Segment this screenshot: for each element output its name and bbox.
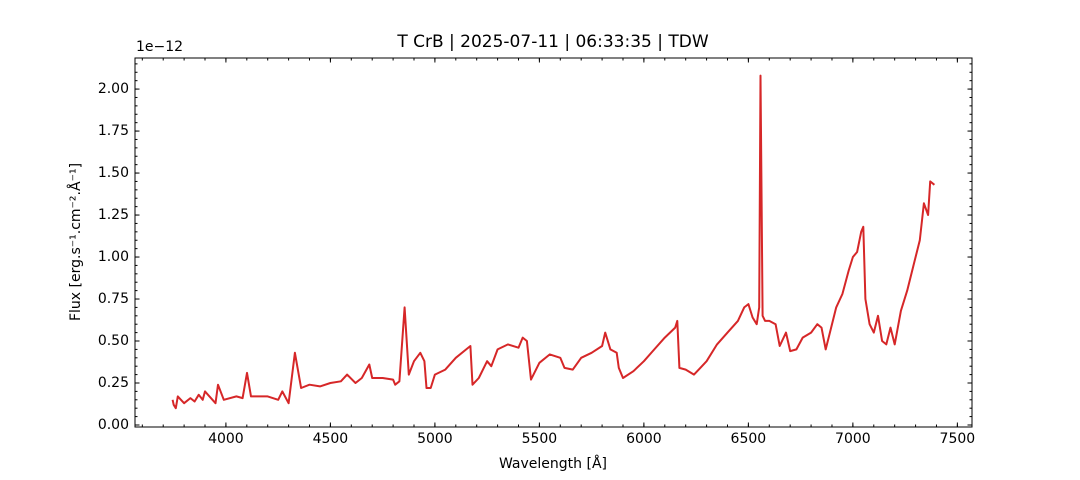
y-tick-label: 2.00 <box>98 81 129 97</box>
y-tick-label: 0.25 <box>98 375 129 391</box>
chart-title: T CrB | 2025-07-11 | 06:33:35 | TDW <box>396 32 709 52</box>
x-axis-label: Wavelength [Å] <box>499 455 607 472</box>
x-tick-label: 5000 <box>417 431 453 447</box>
x-tick-label: 4000 <box>208 431 244 447</box>
x-tick-label: 4500 <box>313 431 349 447</box>
plot-frame <box>134 57 973 428</box>
y-tick-label: 1.00 <box>98 249 129 265</box>
y-tick-label: 1.25 <box>98 207 129 223</box>
y-axis-label: Flux [erg.s⁻¹.cm⁻².Å⁻¹] <box>67 163 84 321</box>
y-tick-label: 0.75 <box>98 291 129 307</box>
y-tick-label: 0.50 <box>98 333 129 349</box>
y-tick-label: 0.00 <box>98 417 129 433</box>
x-tick-label: 6500 <box>731 431 767 447</box>
y-offset-label: 1e−12 <box>136 39 183 55</box>
x-tick-label: 7500 <box>940 431 976 447</box>
y-tick-label: 1.50 <box>98 165 129 181</box>
x-tick-label: 6000 <box>626 431 662 447</box>
y-tick-label: 1.75 <box>98 123 129 139</box>
x-tick-label: 7000 <box>835 431 871 447</box>
x-tick-label: 5500 <box>522 431 558 447</box>
spectrum-line <box>171 74 936 410</box>
